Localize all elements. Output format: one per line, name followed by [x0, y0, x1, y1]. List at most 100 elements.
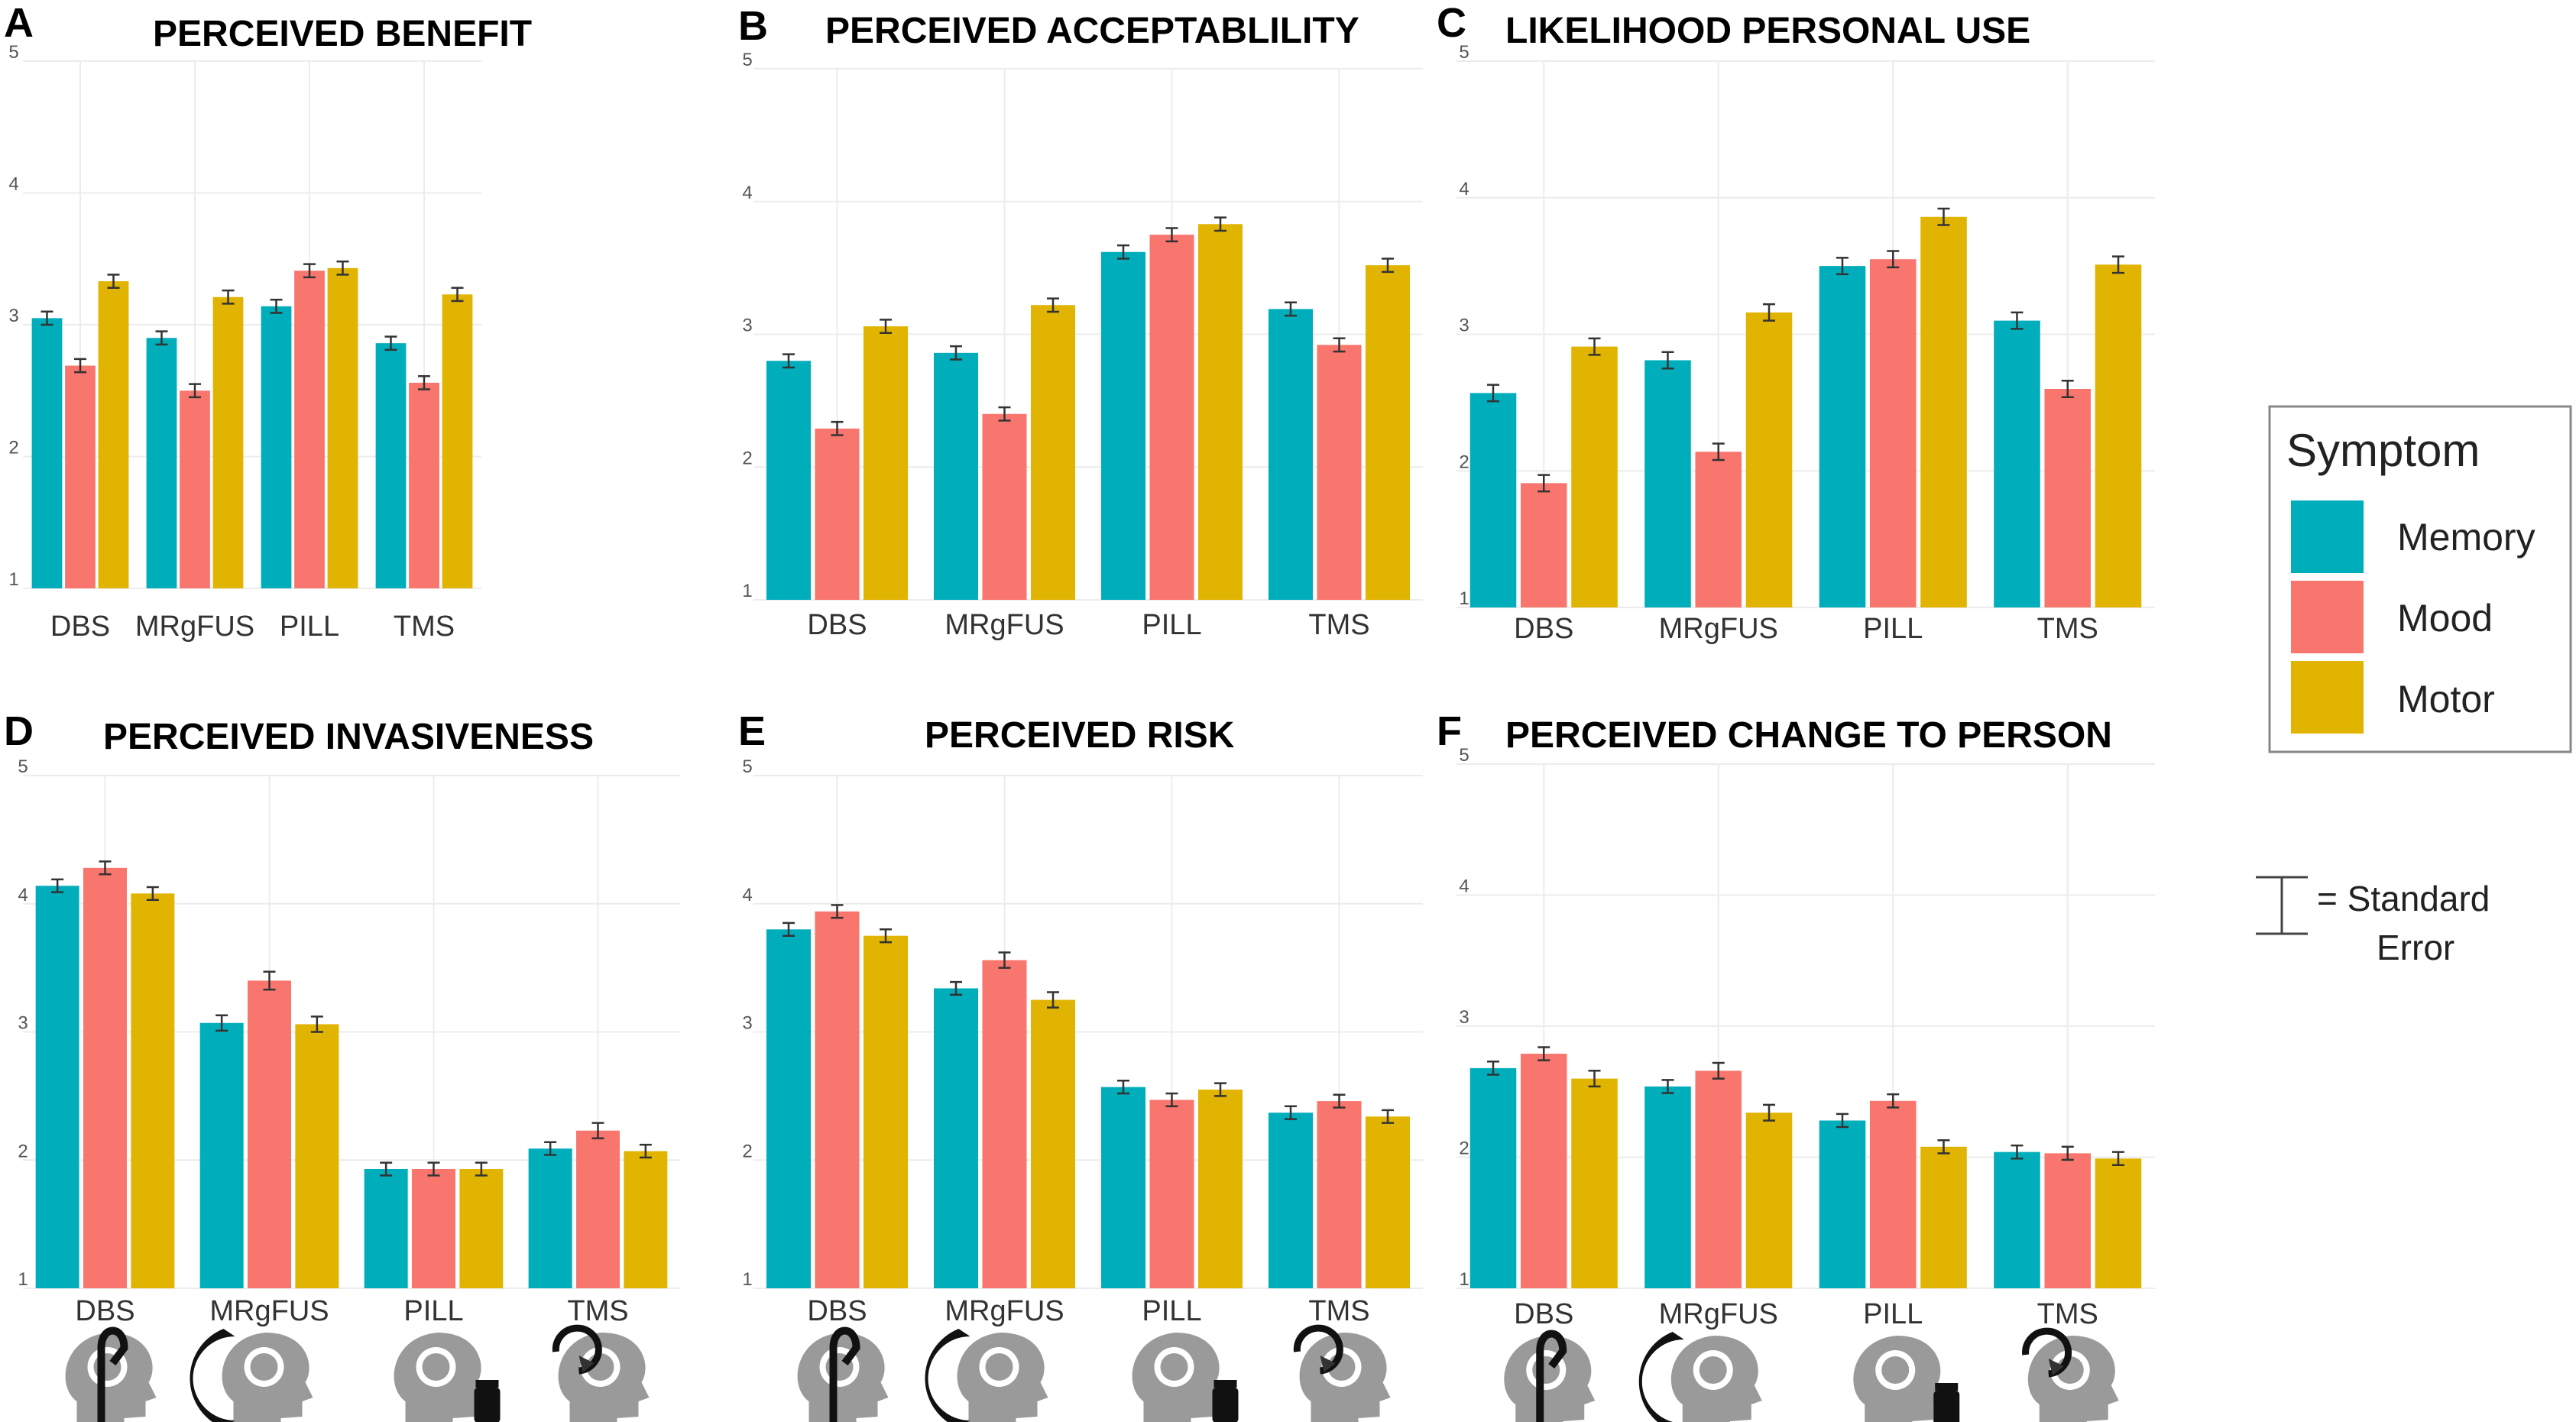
x-tick-label-mrgfus: MRgFUS [209, 1295, 329, 1327]
x-tick-label-dbs: DBS [50, 611, 110, 643]
x-tick-label-pill: PILL [1863, 613, 1923, 645]
bar-memory-tms [1994, 320, 2040, 607]
pill-bottle [1212, 1388, 1239, 1422]
error-bar [1116, 1079, 1129, 1095]
brain-shape [422, 1353, 450, 1381]
panel-letter: C [1437, 0, 1466, 46]
y-tick-label: 5 [1459, 42, 1469, 63]
panel-e: E PERCEIVED RISK 1 2 3 4 5 DBS MRgFUS PILL TMS [738, 708, 1423, 1422]
bar-mood-dbs [1520, 483, 1567, 607]
bar-memory-dbs [1469, 393, 1517, 607]
bar-mood-pill [294, 270, 325, 588]
error-bar [880, 319, 893, 335]
bar-mood-tms [409, 382, 439, 588]
bar-motor-dbs [863, 326, 909, 600]
x-tick-label-tms: TMS [2037, 613, 2098, 645]
standard-error-icon [2256, 876, 2308, 935]
error-bar [1937, 207, 1950, 226]
error-bar [1047, 297, 1060, 313]
x-tick-label-dbs: DBS [807, 609, 867, 641]
bar-motor-mrgfus [1030, 305, 1076, 600]
panel-a: A PERCEIVED BENEFIT 1 2 3 4 5 DBS MRgFUS PILL TMS [4, 0, 532, 643]
tms-magnet-icon [1293, 1324, 1391, 1422]
dbs-electrode-icon [65, 1326, 157, 1422]
error-bar [215, 1014, 228, 1032]
bar-mood-dbs [83, 867, 127, 1288]
bar-motor-dbs [863, 935, 909, 1288]
error-bar [544, 1141, 557, 1156]
brain-shape [250, 1353, 278, 1381]
bar-motor-mrgfus [1030, 999, 1076, 1288]
x-tick-label-mrgfus: MRgFUS [1659, 1298, 1778, 1330]
bar-mood-mrgfus [982, 960, 1027, 1288]
pill-bottle [474, 1388, 501, 1422]
standard-error-label-line2: Error [2377, 928, 2454, 967]
error-bar [1165, 227, 1178, 243]
panel-c: C LIKELIHOOD PERSONAL USE 1 2 3 4 5 DBS MRgFUS PI… [1437, 0, 2155, 645]
bar-memory-mrgfus [1644, 360, 1691, 607]
panel-letter: D [4, 708, 34, 754]
x-tick-label-tms: TMS [1308, 1295, 1369, 1327]
legend-label-memory: Memory [2397, 516, 2535, 559]
error-bar [831, 420, 844, 436]
bar-motor-mrgfus [295, 1024, 339, 1288]
y-tick-label: 5 [742, 756, 752, 777]
error-bar [1486, 1061, 1499, 1076]
panel-title: PERCEIVED BENEFIT [153, 14, 532, 54]
error-bar [270, 298, 283, 314]
y-tick-label: 3 [1459, 316, 1469, 336]
y-tick-label: 4 [1459, 876, 1469, 897]
legend-title: Symptom [2286, 425, 2480, 476]
error-bar [1116, 244, 1129, 260]
panel-d: D PERCEIVED INVASIVENESS 1 2 3 4 5 DBS MRgFUS PIL… [4, 708, 680, 1422]
legend-swatch-mood [2291, 581, 2364, 653]
y-tick-label: 5 [8, 42, 18, 63]
x-tick-label-mrgfus: MRgFUS [945, 609, 1064, 641]
error-bar [1333, 1093, 1346, 1109]
error-bar [41, 310, 53, 326]
bar-motor-pill [1197, 224, 1243, 600]
bar-memory-dbs [766, 929, 812, 1288]
error-bar [74, 358, 86, 374]
bar-mood-mrgfus [982, 413, 1027, 600]
bar-mood-pill [412, 1168, 455, 1288]
bar-motor-dbs [1571, 1078, 1618, 1288]
y-tick-label: 3 [1459, 1007, 1469, 1028]
bar-mood-mrgfus [180, 390, 210, 588]
x-tick-label-mrgfus: MRgFUS [945, 1295, 1064, 1327]
standard-error-legend: = Standard Error [2256, 876, 2490, 967]
x-tick-label-tms: TMS [1308, 609, 1369, 641]
panel-b: B PERCEIVED ACCEPTABLILITY 1 2 3 4 5 DBS MRgFUS P… [738, 3, 1423, 641]
x-tick-label-dbs: DBS [75, 1295, 134, 1327]
legend-label-motor: Motor [2397, 678, 2495, 721]
bar-memory-pill [261, 306, 292, 588]
mrgfus-ultrasound-icon [1638, 1332, 1762, 1422]
y-tick-label: 2 [18, 1141, 28, 1161]
error-bar [1165, 1092, 1178, 1108]
error-bar [1382, 258, 1395, 274]
bar-memory-pill [364, 1168, 408, 1288]
error-bar [1588, 1070, 1601, 1088]
bar-mood-mrgfus [1695, 1071, 1742, 1288]
bar-memory-dbs [766, 361, 812, 600]
bar-motor-tms [442, 294, 473, 588]
error-bar [155, 330, 168, 346]
error-bar [1836, 257, 1849, 276]
bar-memory-tms [1268, 1113, 1314, 1288]
y-tick-label: 5 [742, 50, 752, 70]
y-tick-label: 3 [8, 306, 18, 326]
ultrasound-helmet [1638, 1332, 1684, 1422]
bar-memory-mrgfus [933, 352, 979, 600]
error-bar [1712, 1061, 1725, 1080]
x-tick-label-pill: PILL [280, 611, 339, 643]
bar-memory-mrgfus [199, 1022, 244, 1288]
error-bar [782, 353, 795, 369]
bar-mood-mrgfus [1695, 452, 1742, 607]
error-bar [1588, 337, 1601, 356]
bar-memory-tms [1994, 1152, 2040, 1288]
bar-motor-pill [327, 267, 358, 588]
bar-motor-dbs [131, 893, 175, 1288]
bar-motor-dbs [1571, 346, 1618, 607]
panel-letter: B [738, 3, 768, 49]
